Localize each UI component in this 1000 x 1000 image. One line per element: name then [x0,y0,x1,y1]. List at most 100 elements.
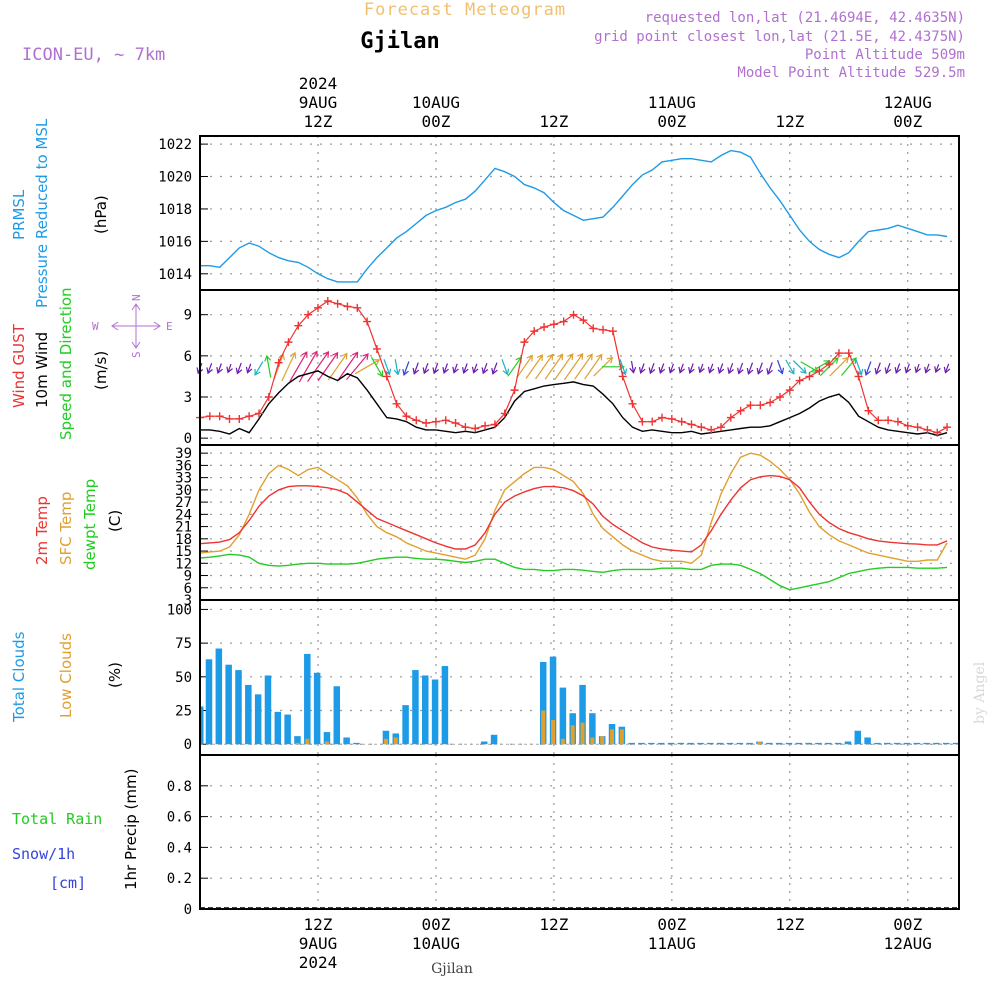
cloud-total-bar [628,742,635,745]
wind-gust-point [707,425,716,434]
wind-speed-line [200,370,948,437]
cloud-ytick-label-3: 75 [175,636,192,652]
wind-arrow [501,359,510,376]
wind-arrow [216,363,223,374]
cloud-total-bar [412,670,419,745]
cloud-total-bar [766,742,773,745]
cloud-total-bar [667,742,675,745]
wind-speed-direction-label: Speed and Direction [57,287,75,440]
wind-gust-point [893,417,902,426]
wind-gust-point [756,401,765,410]
wind-gust-point [815,366,824,375]
pressure-label-msl: Pressure Reduced to MSL [33,118,51,308]
grid-point-coords: grid point closest lon,lat (21.5E, 42.43… [594,29,965,45]
wind-gust-point [854,372,863,381]
temp-ytick-label-6: 21 [175,520,192,536]
wind-arrow [766,362,773,376]
cloud-low-bar [305,738,310,745]
wind-arrow [574,353,593,380]
wind-gust-point [323,296,332,305]
wind-arrow [648,363,656,375]
wind-gust-point [205,412,214,421]
wind-gust-point [805,372,814,381]
wind-arrow [481,363,489,375]
bottom-axis-label-0-0: 12Z [304,915,333,934]
wind-arrow [245,363,253,374]
wind-gust-point [431,417,440,426]
dewpoint-line [199,553,948,591]
cloud-total-bar [884,742,891,745]
wind-arrow [841,357,857,376]
wind-gust-point [490,420,499,429]
cloud-total-bar [834,742,842,745]
wind-gust-point [618,372,627,381]
temp-ytick-label-4: 15 [175,544,192,560]
cloud-total-bar [490,734,498,745]
wind-arrow [336,351,359,382]
bottom-axis-label-3-1: 11AUG [648,934,696,953]
cloud-low-bar [295,742,300,745]
wind-gust-point [481,421,490,430]
temp-ytick-label-8: 27 [175,495,192,511]
t2m-line [199,474,948,553]
wind-gust-point [225,414,234,423]
wind-10m-label: 10m Wind [33,332,51,408]
wind-gust-point [540,323,549,332]
wind-arrow [829,356,850,377]
wind-gust-point [353,303,362,312]
top-axis-label-0-2: 12Z [304,112,333,131]
wind-arrow [462,363,469,374]
pressure-label-prmsl: PRMSL [10,189,28,240]
cloud-total-bar [225,664,232,745]
cloud-total-bar [913,742,921,745]
wind-gust-point [363,317,372,326]
wind-arrow [785,359,795,375]
cloud-total-bar [254,694,262,745]
wind-arrow [914,363,921,374]
wind-arrow [383,359,392,376]
wind-arrow [727,363,734,375]
cloud-low-bar [590,737,595,745]
cloud-total-bar [549,656,557,745]
wind-gust-point [599,325,608,334]
wind-gust-point [422,419,431,428]
wind-gust-point [638,417,647,426]
wind-gust-point [441,416,450,425]
wind-gust-point [461,423,470,432]
chart-title: Forecast Meteogram [364,0,566,20]
wind-arrow [393,359,401,376]
wind-gust-point [569,310,578,319]
cloud-total-bar [235,670,242,745]
wind-gust-point [549,320,558,329]
wind-gust-point [392,399,401,408]
sfc-temp-line [199,452,948,565]
pressure-series-line [200,149,948,283]
cloud-total-bar [648,742,655,745]
watermark: by Angel [972,661,988,724]
wind-arrow [206,363,213,375]
cloud-total-bar [353,742,360,745]
pressure-frame [199,135,960,291]
wind-gust-point [235,414,244,423]
wind-gust-point [372,344,381,353]
pressure-labels: PRMSL Pressure Reduced to MSL (hPa) [10,118,110,308]
wind-arrow [894,363,902,374]
wind-ytick-label-3: 9 [184,308,192,324]
cloud-total-bar [707,742,714,745]
wind-gust-point [658,413,667,422]
wind-gust-point [864,406,873,415]
wind-gust-point [736,406,745,415]
pressure-ytick-label-0: 1014 [158,267,192,283]
wind-arrow [619,359,628,376]
cloud-total-bar [402,705,409,745]
wind-gust-markers [196,296,952,437]
wind-gust-point [264,392,273,401]
temp-ytick-label-11: 36 [175,458,192,474]
point-altitude: Point Altitude 509m [805,47,965,63]
wind-gust-point [313,303,322,312]
wind-arrow [864,361,872,376]
wind-arrow [317,351,339,382]
cloud-total-bar [775,742,783,745]
cloud-total-bar [736,742,744,745]
